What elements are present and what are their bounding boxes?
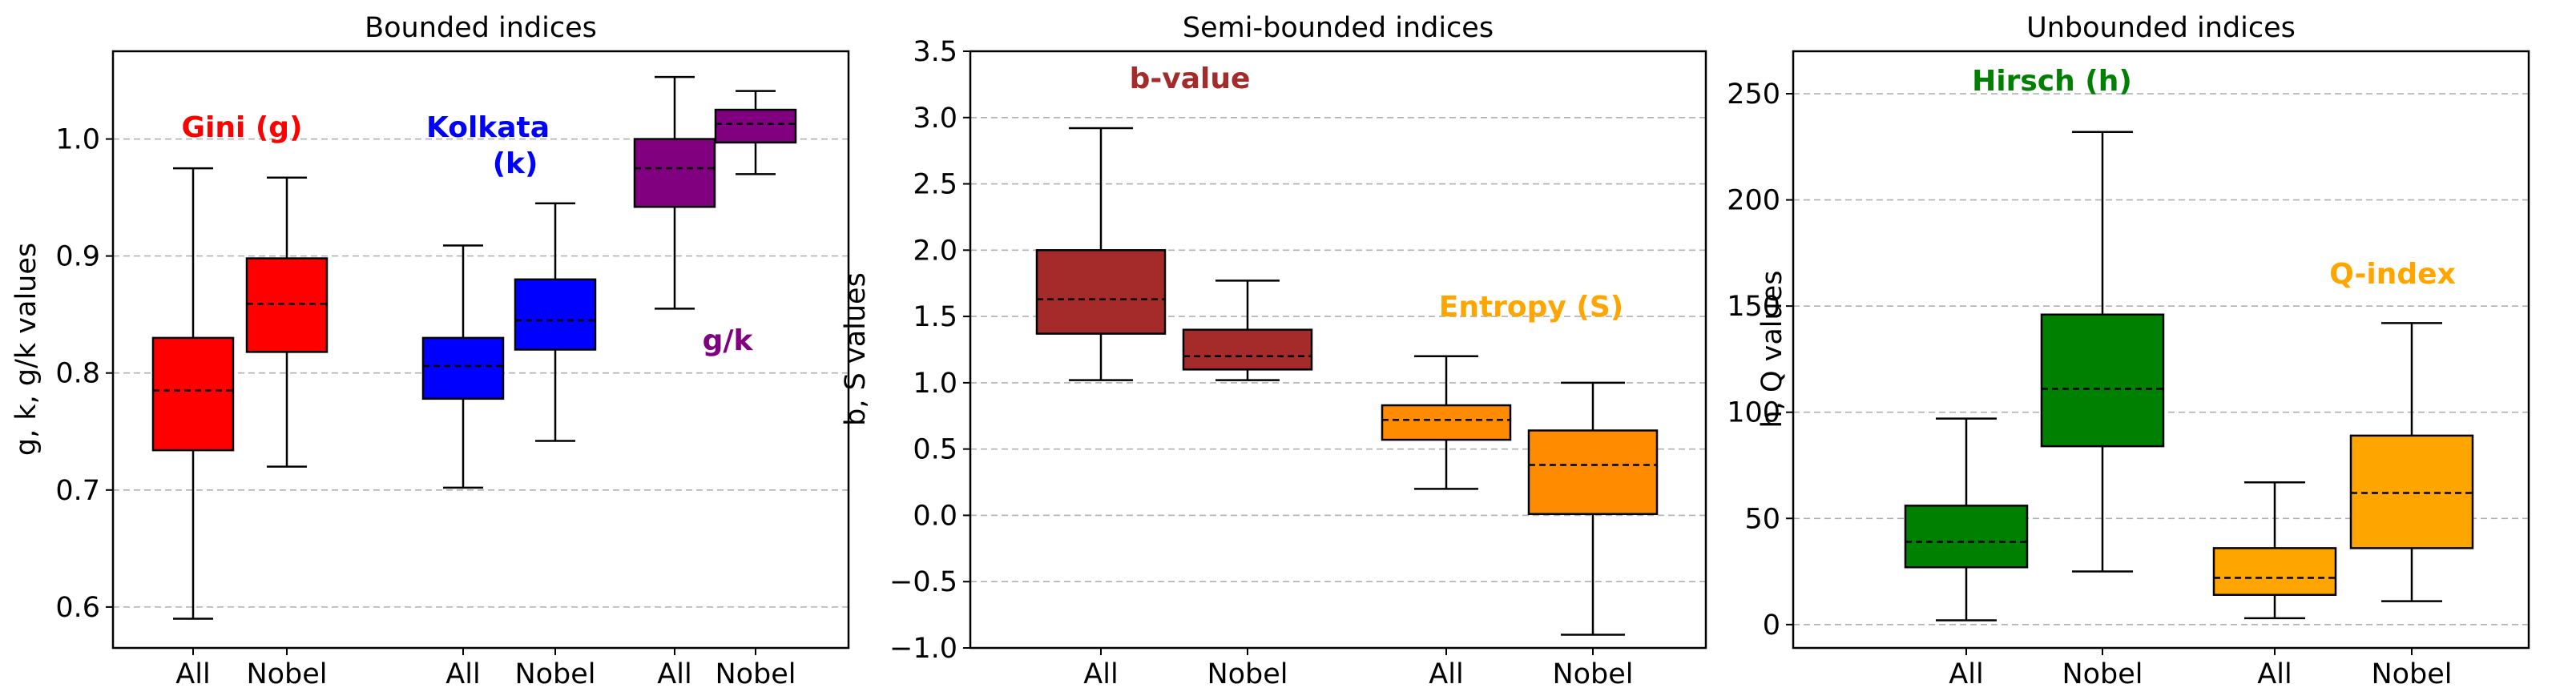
y-axis-label: g, k, g/k values [10,243,42,456]
box-iqr [245,257,329,353]
y-tick-label: 2.0 [913,235,957,267]
x-tick-label: All [445,658,480,690]
panel-semi-bounded: −1.0 −0.5 0.0 0.5 1.0 1.5 2.0 2.5 3.0 3.5 All Nobe… [840,12,1707,690]
y-tick-label: 0.7 [55,475,100,507]
panel-unbounded: 0 50 100 150 200 250 All Nobel All Nobel Unbound… [1727,12,2530,690]
y-tick-label: 250 [1727,78,1780,111]
box-all [421,244,505,489]
x-tick-label: Nobel [514,658,595,690]
box-iqr [1381,404,1512,441]
x-tick-label: Nobel [246,658,327,690]
box-nobel [245,176,329,468]
y-axis-label: b, S values [840,272,872,426]
x-tick-label: All [1429,658,1463,690]
x-tick-label: All [657,658,691,690]
x-tick-label: Nobel [715,658,796,690]
plot-frame [111,50,850,650]
annotation-gini: Gini (g) [181,111,302,144]
annotation-hirsch: Hirsch (h) [1972,65,2132,98]
annotation-b-value: b-value [1130,62,1251,95]
box-nobel [1527,381,1659,636]
y-tick-label: 1.0 [913,368,957,400]
annotation-kolkata-k: (k) [493,147,538,180]
y-tick-label: 3.0 [913,103,957,135]
y-tick-label: 0.5 [913,434,957,466]
y-tick-label: 0.9 [55,241,100,273]
y-tick-label: −1.0 [889,633,957,665]
box-iqr [714,108,797,144]
panel-bounded: 0.6 0.7 0.8 0.9 1.0 All Nobel All Nobel All Nobel… [10,12,850,690]
x-tick-label: Nobel [2371,658,2452,690]
x-tick-label: All [1083,658,1118,690]
box-iqr [514,278,597,351]
box-iqr [2040,313,2165,448]
annotation-kolkata: Kolkata [426,111,550,144]
box-iqr [2349,434,2474,549]
y-tick-label: 0.6 [55,592,100,624]
x-tick-label: Nobel [1207,658,1288,690]
box-all [151,167,235,620]
y-tick-label: 2.5 [913,169,957,201]
y-tick-label: 200 [1727,185,1780,217]
box-all [1035,127,1167,381]
box-nobel [1182,280,1313,381]
annotation-entropy: Entropy (S) [1439,291,1624,324]
box-nobel [2349,322,2474,602]
y-tick-label: 3.5 [913,36,957,68]
y-tick-label: −0.5 [889,566,957,598]
box-iqr [633,138,716,208]
chart-title: Unbounded indices [2026,12,2296,44]
box-iqr [151,336,235,452]
plot-frame [1792,50,2530,650]
x-tick-label: Nobel [1552,658,1633,690]
x-tick-label: Nobel [2062,658,2143,690]
y-tick-label: 150 [1727,291,1780,323]
x-tick-label: All [1949,658,1983,690]
box-iqr [1182,328,1313,371]
chart-title: Bounded indices [365,12,597,44]
y-tick-label: 100 [1727,397,1780,429]
plot-frame [969,50,1707,650]
y-tick-label: 0.8 [55,358,100,390]
box-all [1904,417,2029,622]
y-tick-label: 0 [1763,609,1780,642]
annotation-gk: g/k [703,324,754,357]
chart-title: Semi-bounded indices [1183,12,1494,44]
y-tick-label: 50 [1744,503,1780,535]
box-all [1381,355,1512,490]
y-tick-label: 1.5 [913,301,957,333]
y-tick-label: 0.0 [913,500,957,532]
y-axis-label: h, Q values [1756,271,1788,428]
y-tick-label: 1.0 [55,124,100,156]
x-tick-label: All [175,658,210,690]
box-all [633,75,716,310]
box-iqr [421,336,505,400]
box-iqr [2212,547,2337,596]
box-iqr [1527,429,1659,516]
box-nobel [714,90,797,175]
box-iqr [1035,249,1167,335]
box-nobel [2040,131,2165,573]
x-tick-label: All [2257,658,2292,690]
box-iqr [1904,505,2029,569]
annotation-q-index: Q-index [2329,258,2456,291]
box-all [2212,481,2337,620]
box-nobel [514,202,597,442]
